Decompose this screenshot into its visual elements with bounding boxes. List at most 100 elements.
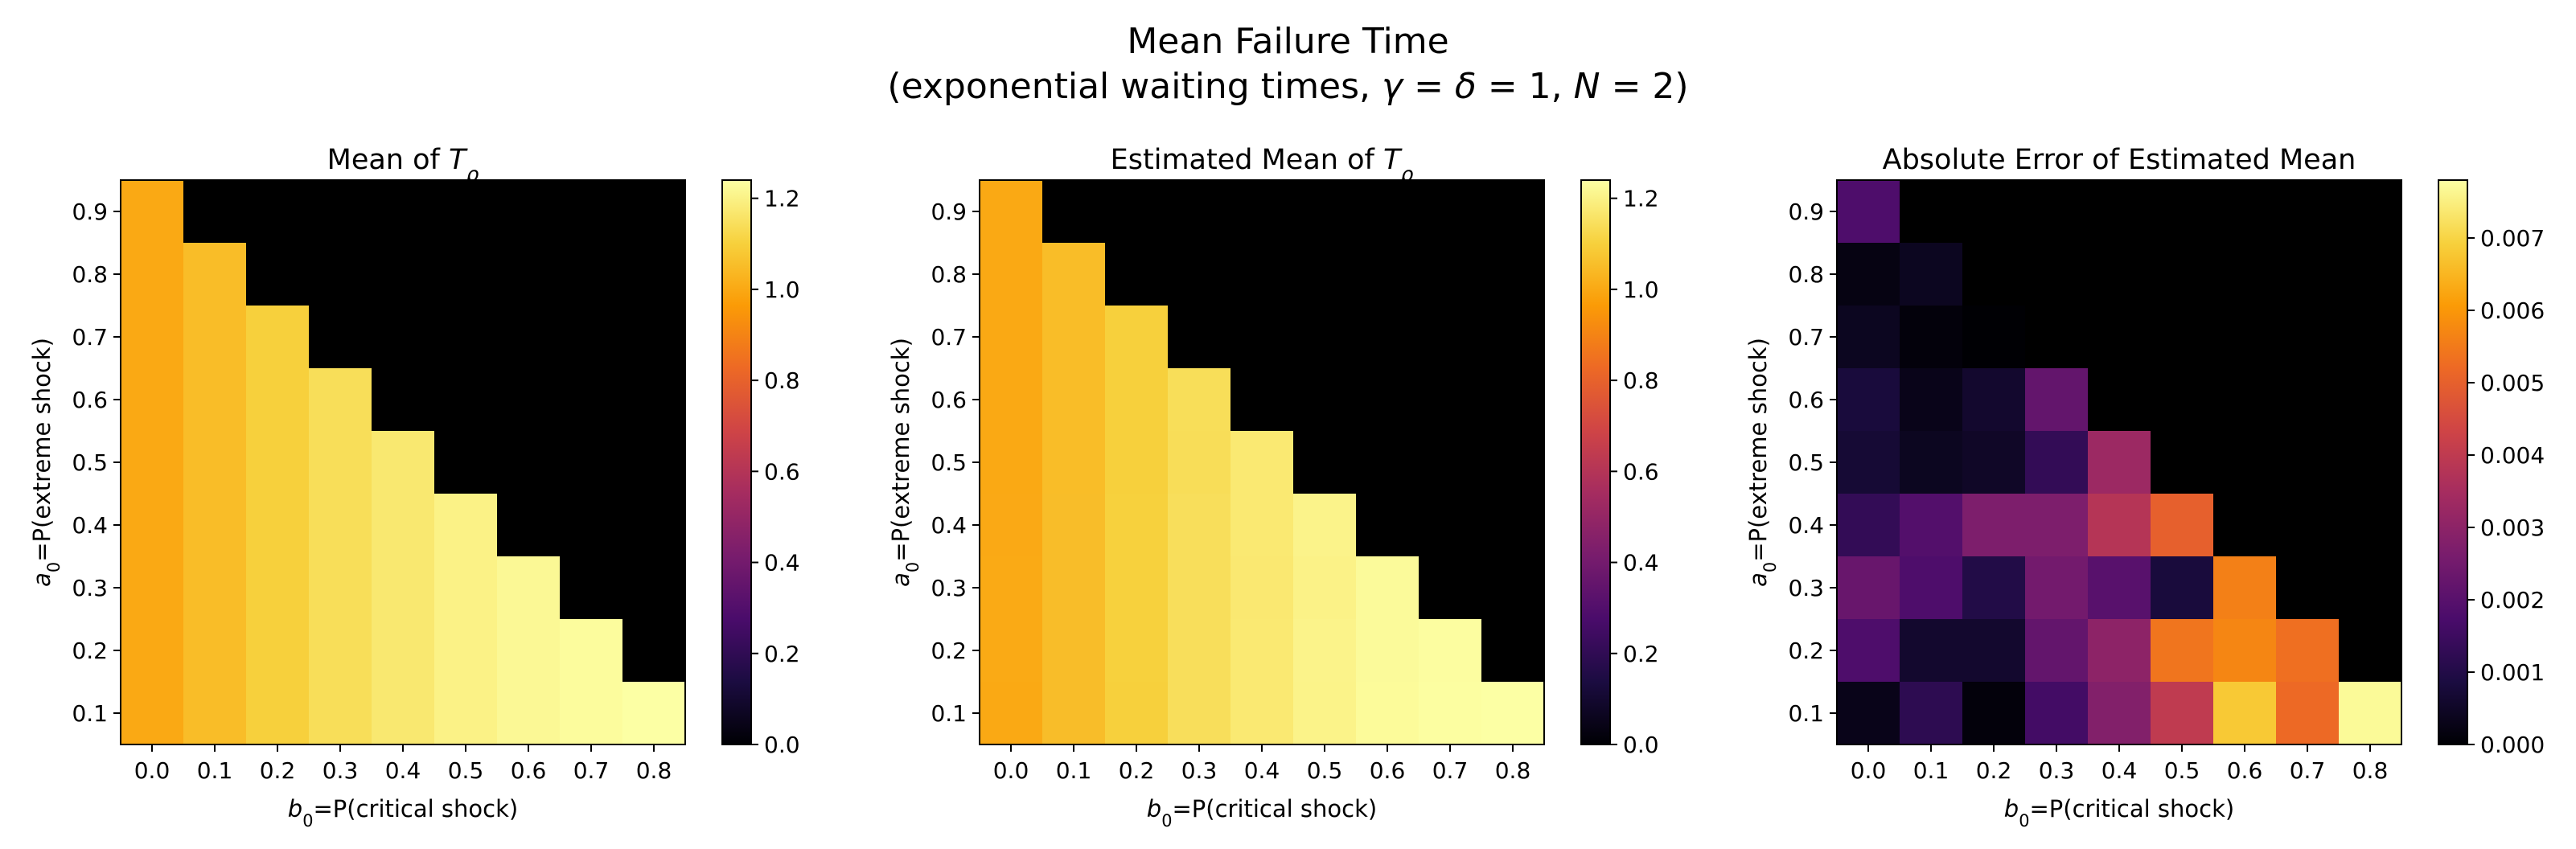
heatmap-cell — [560, 306, 623, 369]
heatmap-cell — [2213, 306, 2277, 369]
heatmap-cell — [121, 306, 184, 369]
heatmap-cell — [1105, 180, 1169, 244]
heatmap-cell — [1230, 243, 1294, 306]
colorbar-frame — [2438, 179, 2468, 745]
y-axis-label: a0=P(extreme shock) — [28, 338, 64, 587]
y-tick-label: 0.8 — [72, 261, 108, 288]
x-tick-label: 0.1 — [197, 757, 233, 784]
heatmap-cell — [1356, 619, 1419, 683]
heatmap-cell — [1168, 619, 1231, 683]
heatmap-cell — [183, 431, 247, 494]
heatmap-cell — [1168, 431, 1231, 494]
heatmap-cell — [309, 431, 372, 494]
x-tick-label: 0.5 — [1307, 757, 1343, 784]
heatmap-cell — [1419, 431, 1482, 494]
heatmap-panel-1: Mean of Tρ 0.9 0.8 0.7 0.6 0.5 0.4 0.3 0.2 0.1 0.0… — [28, 144, 800, 831]
heatmap-cell — [497, 368, 561, 432]
heatmap-cell — [1168, 180, 1231, 244]
heatmap-cell — [1293, 306, 1357, 369]
heatmap-cell — [1837, 306, 1900, 369]
heatmap-cell — [372, 619, 435, 683]
heatmap-panel-2: Estimated Mean of Tρ 0.9 0.8 0.7 0.6 0.5 0.4 0.… — [887, 144, 1659, 831]
y-tick-label: 0.2 — [1788, 638, 1824, 664]
heatmap-cell — [1105, 682, 1169, 745]
heatmap-cell — [1230, 682, 1294, 745]
x-tick-label: 0.0 — [993, 757, 1029, 784]
heatmap-cell — [1962, 306, 2026, 369]
heatmap-cell — [1356, 243, 1419, 306]
heatmap-cell — [2276, 431, 2340, 494]
heatmap-cell — [1481, 556, 1545, 620]
heatmap-cell — [1481, 180, 1545, 244]
colorbar-frame — [1580, 179, 1611, 745]
heatmap-cell — [2088, 682, 2151, 745]
heatmap-cell — [560, 368, 623, 432]
y-tick-label: 0.2 — [72, 638, 108, 664]
heatmap-cell — [434, 619, 498, 683]
y-axis-label: a0=P(extreme shock) — [887, 338, 922, 587]
x-tick-label: 0.4 — [385, 757, 421, 784]
heatmap-cell — [372, 243, 435, 306]
heatmap-cell — [980, 619, 1043, 683]
heatmap-cell — [372, 368, 435, 432]
heatmap-cell — [2151, 619, 2214, 683]
colorbar-tick-label: 0.000 — [2480, 732, 2545, 758]
heatmap-cell — [309, 306, 372, 369]
x-tick-label: 0.4 — [2101, 757, 2138, 784]
heatmap-cell — [497, 243, 561, 306]
heatmap-cell — [2151, 682, 2214, 745]
heatmap-cell — [980, 431, 1043, 494]
colorbar-tick-label: 0.4 — [764, 550, 800, 576]
heatmap-cell — [309, 682, 372, 745]
heatmap-cell — [2213, 619, 2277, 683]
heatmap-cell — [1962, 180, 2026, 244]
heatmap-cell — [2339, 682, 2402, 745]
heatmap-cell — [121, 180, 184, 244]
y-tick-label: 0.8 — [931, 261, 967, 288]
heatmap-cell — [1356, 431, 1419, 494]
heatmap-cell — [1837, 494, 1900, 557]
heatmap-cell — [1293, 619, 1357, 683]
heatmap-cell — [434, 368, 498, 432]
heatmap-cell — [980, 243, 1043, 306]
heatmap-cell — [497, 619, 561, 683]
heatmap-cell — [2276, 180, 2340, 244]
heatmap-cell — [2276, 368, 2340, 432]
heatmap-cell — [1042, 180, 1106, 244]
heatmap-cell — [1900, 368, 1963, 432]
heatmap-cell — [183, 180, 247, 244]
heatmap-cell — [1356, 494, 1419, 557]
x-tick-label: 0.2 — [1119, 757, 1155, 784]
heatmap-cell — [2339, 619, 2402, 683]
heatmap-cell — [1293, 682, 1357, 745]
colorbar — [722, 180, 751, 744]
heatmap-cell — [1105, 368, 1169, 432]
heatmap-cell — [2151, 368, 2214, 432]
heatmap-cell — [1837, 682, 1900, 745]
heatmap-cell — [1105, 494, 1169, 557]
y-tick-label: 0.3 — [1788, 575, 1824, 601]
heatmap-cell — [2213, 431, 2277, 494]
panel-title: Mean of Tρ — [327, 144, 479, 186]
heatmap-cell — [434, 556, 498, 620]
heatmap-cell — [1168, 368, 1231, 432]
heatmap-cell — [2025, 431, 2089, 494]
heatmap-cell — [372, 431, 435, 494]
x-tick-label: 0.0 — [1851, 757, 1887, 784]
heatmap-cell — [497, 180, 561, 244]
heatmap-cell — [372, 556, 435, 620]
heatmap-cell — [497, 556, 561, 620]
y-tick-label: 0.9 — [1788, 199, 1824, 225]
heatmap-cell — [1900, 243, 1963, 306]
heatmap-cell — [434, 431, 498, 494]
colorbar-tick-label: 0.0 — [1623, 732, 1659, 758]
colorbar-tick-label: 0.007 — [2480, 225, 2545, 252]
heatmap-cell — [1105, 431, 1169, 494]
y-tick-label: 0.3 — [72, 575, 108, 601]
heatmap-cell — [309, 180, 372, 244]
x-tick-label: 0.0 — [134, 757, 171, 784]
heatmap-cell — [1419, 368, 1482, 432]
heatmap-cell — [309, 243, 372, 306]
colorbar-tick-label: 1.2 — [764, 186, 800, 212]
y-tick-label: 0.8 — [1788, 261, 1824, 288]
